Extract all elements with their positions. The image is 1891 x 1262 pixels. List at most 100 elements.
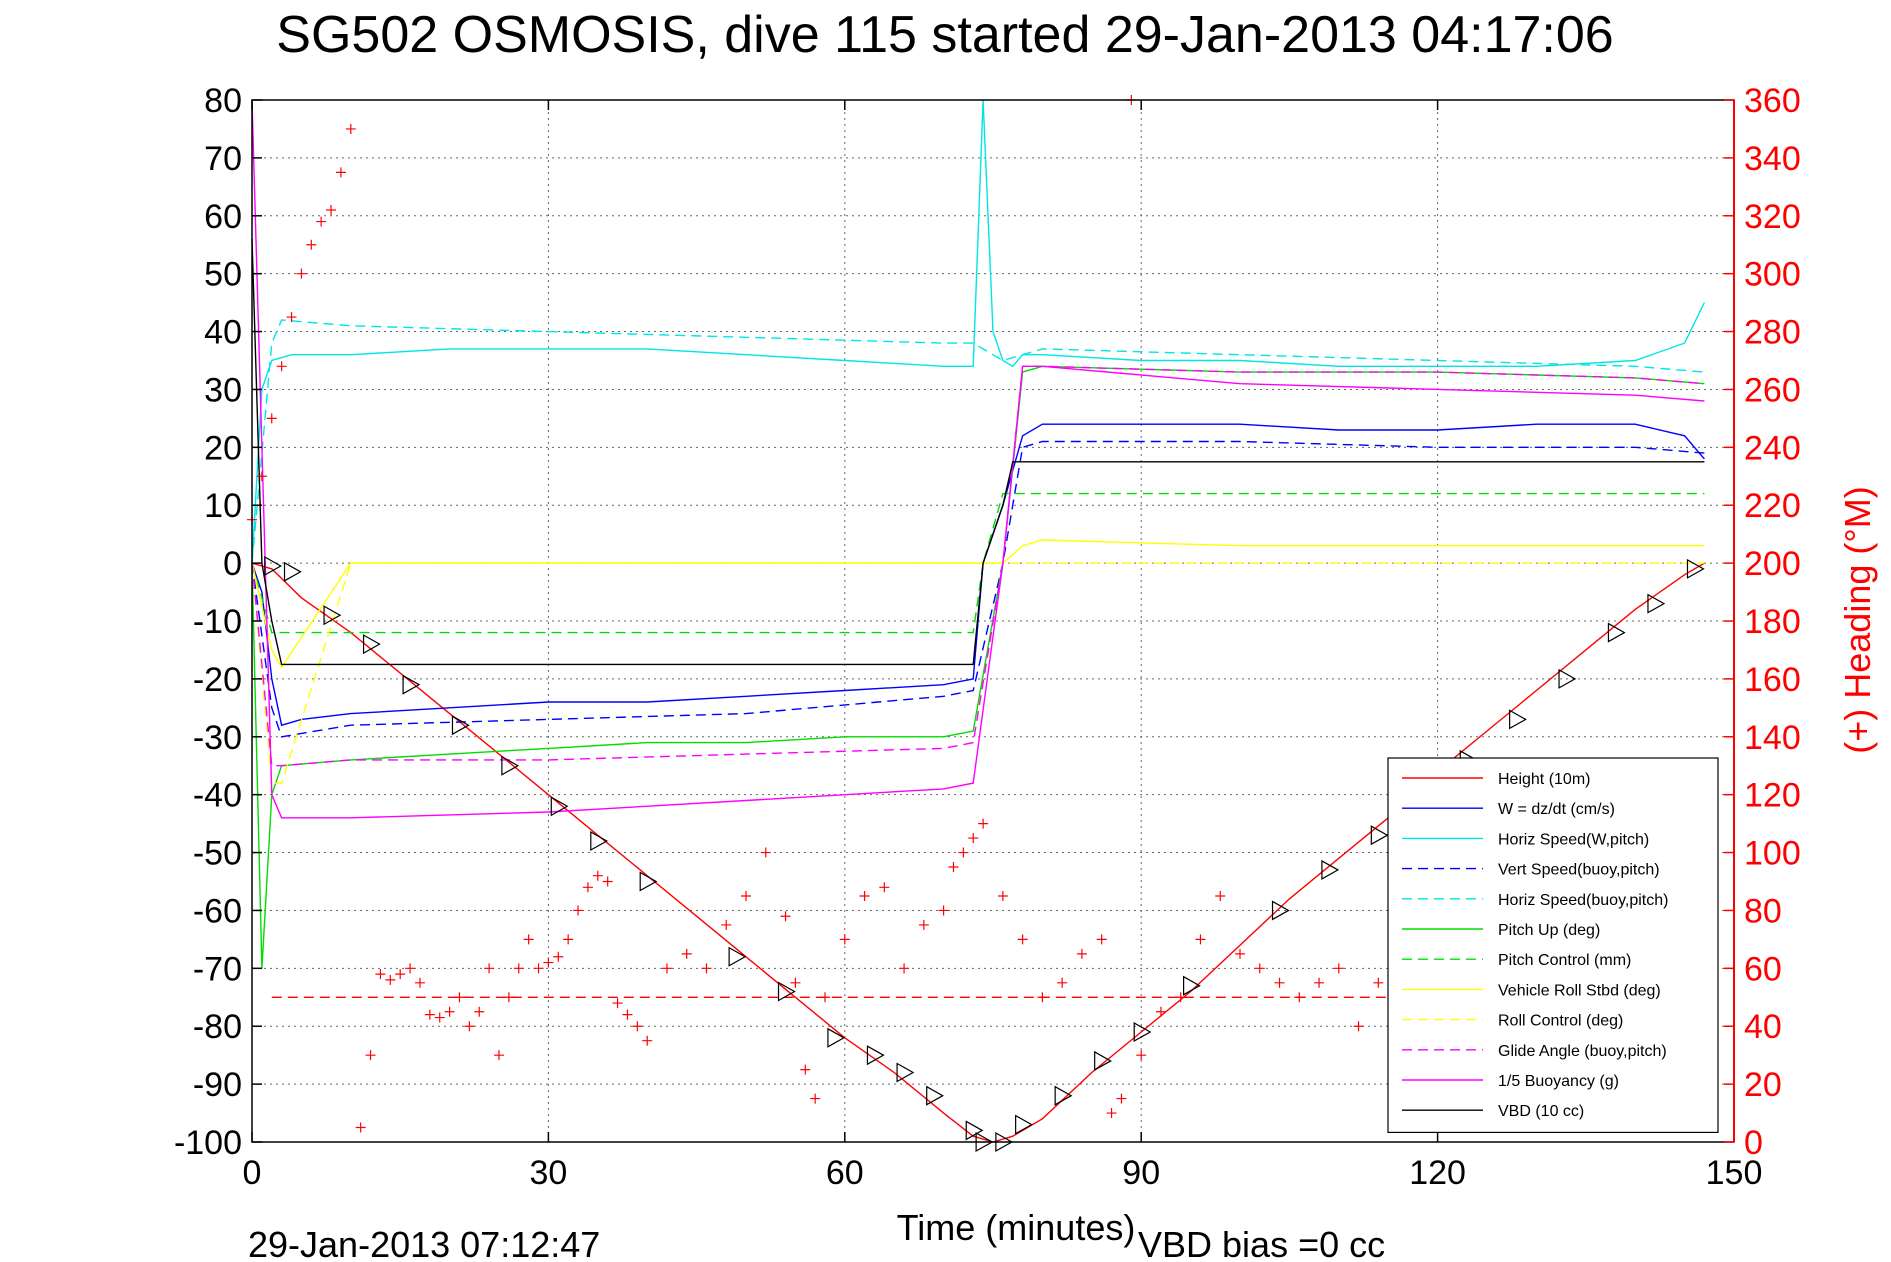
footer-vbd-bias: VBD bias =0 cc bbox=[1138, 1224, 1385, 1262]
heading-point bbox=[1353, 1021, 1364, 1032]
heading-point bbox=[1106, 1108, 1117, 1119]
heading-point bbox=[1215, 890, 1226, 901]
heading-point bbox=[1155, 1006, 1166, 1017]
heading-point bbox=[395, 969, 406, 980]
height-marker bbox=[1370, 825, 1389, 846]
heading-point bbox=[879, 882, 890, 893]
heading-point bbox=[533, 963, 544, 974]
x-axis-ticks: 0 30 60 90 120 150 bbox=[243, 100, 1762, 1192]
series-line-8 bbox=[251, 562, 1705, 784]
heading-point bbox=[1294, 992, 1305, 1003]
heading-point bbox=[839, 934, 850, 945]
y-tick-label: -30 bbox=[193, 719, 242, 757]
chart-title: SG502 OSMOSIS, dive 115 started 29-Jan-2… bbox=[276, 6, 1613, 64]
series-line-3 bbox=[251, 440, 1705, 738]
y2-tick-label: 240 bbox=[1744, 429, 1801, 467]
heading-point bbox=[553, 951, 564, 962]
heading-point bbox=[602, 876, 613, 887]
series-line-11 bbox=[251, 238, 1705, 666]
height-marker bbox=[1054, 1085, 1073, 1106]
x-tick-label: 30 bbox=[529, 1154, 567, 1192]
heading-point bbox=[1076, 948, 1087, 959]
y-tick-label: 10 bbox=[204, 487, 242, 525]
y2-tick-label: 80 bbox=[1744, 892, 1782, 930]
heading-point bbox=[1037, 992, 1048, 1003]
heading-point bbox=[405, 963, 416, 974]
y2-tick-label: 180 bbox=[1744, 603, 1801, 641]
height-marker bbox=[590, 830, 609, 852]
plot-markers bbox=[264, 555, 1705, 1153]
heading-point bbox=[365, 1050, 376, 1061]
y2-axis-ticks: 0 20 40 60 80 100 120 140 160 180 200 220 240 260 280 3… bbox=[1724, 82, 1801, 1162]
heading-point bbox=[523, 934, 534, 945]
heading-point bbox=[1314, 977, 1325, 988]
legend-label: Vehicle Roll Stbd (deg) bbox=[1498, 982, 1661, 999]
heading-point bbox=[326, 204, 337, 215]
heading-point bbox=[573, 905, 584, 916]
series-line-10 bbox=[251, 99, 1705, 819]
height-marker bbox=[1321, 859, 1340, 880]
height-marker bbox=[728, 946, 747, 967]
legend-label: Pitch Control (mm) bbox=[1498, 952, 1631, 969]
x-tick-label: 120 bbox=[1409, 1154, 1466, 1192]
height-marker bbox=[1509, 709, 1527, 730]
legend-label: Horiz Speed(W,pitch) bbox=[1498, 831, 1649, 848]
series-line-7 bbox=[251, 539, 1705, 669]
y2-tick-label: 20 bbox=[1744, 1066, 1782, 1104]
heading-point bbox=[997, 890, 1008, 901]
height-marker bbox=[965, 1120, 984, 1141]
heading-point bbox=[820, 992, 831, 1003]
y2-tick-label: 140 bbox=[1744, 719, 1801, 757]
height-marker bbox=[1094, 1050, 1112, 1071]
heading-point bbox=[513, 963, 524, 974]
legend-box bbox=[1387, 757, 1719, 1133]
heading-point bbox=[414, 977, 425, 988]
x-tick-label: 90 bbox=[1122, 1154, 1160, 1192]
heading-point bbox=[1254, 963, 1265, 974]
heading-point bbox=[978, 818, 989, 829]
y2-tick-label: 40 bbox=[1744, 1008, 1782, 1046]
legend-label: VBD (10 cc) bbox=[1498, 1103, 1584, 1120]
y-tick-label: 20 bbox=[204, 429, 242, 467]
heading-point bbox=[464, 1021, 475, 1032]
heading-point bbox=[434, 1012, 445, 1023]
heading-point bbox=[721, 919, 732, 930]
series-line-9 bbox=[251, 365, 1705, 767]
x-axis-label: Time (minutes) bbox=[897, 1207, 1136, 1248]
height-marker bbox=[926, 1085, 944, 1106]
plot-series bbox=[251, 99, 1706, 1143]
height-marker bbox=[866, 1045, 885, 1066]
y2-tick-label: 340 bbox=[1744, 140, 1801, 178]
heading-point bbox=[355, 1122, 366, 1133]
y-tick-label: 80 bbox=[204, 82, 242, 120]
y-tick-label: -100 bbox=[174, 1124, 242, 1162]
legend-label: W = dz/dt (cm/s) bbox=[1498, 801, 1615, 818]
height-marker bbox=[501, 755, 520, 776]
y-tick-label: -50 bbox=[193, 835, 242, 873]
heading-point bbox=[661, 963, 672, 974]
heading-point bbox=[948, 862, 959, 873]
heading-point bbox=[760, 847, 771, 858]
heading-point bbox=[266, 413, 277, 424]
heading-point bbox=[1057, 977, 1068, 988]
heading-point bbox=[968, 833, 979, 844]
y-tick-label: -80 bbox=[193, 1008, 242, 1046]
y-tick-label: 70 bbox=[204, 140, 242, 178]
heading-point bbox=[375, 969, 386, 980]
y2-tick-label: 200 bbox=[1744, 545, 1801, 583]
heading-point bbox=[1333, 963, 1344, 974]
height-marker bbox=[283, 561, 302, 582]
legend-label: Vert Speed(buoy,pitch) bbox=[1498, 862, 1660, 879]
height-marker bbox=[896, 1062, 915, 1083]
height-marker bbox=[1647, 593, 1666, 614]
heading-point bbox=[474, 1006, 485, 1017]
heading-point bbox=[1136, 1050, 1147, 1061]
height-marker bbox=[1015, 1114, 1033, 1135]
heading-point bbox=[1195, 934, 1206, 945]
heading-point bbox=[592, 870, 603, 881]
heading-point bbox=[1116, 1093, 1127, 1104]
heading-point bbox=[316, 216, 327, 227]
legend: Height (10m) W = dz/dt (cm/s) Horiz Speed(… bbox=[1387, 757, 1719, 1133]
heading-point bbox=[286, 312, 297, 323]
y-tick-label: -90 bbox=[193, 1066, 242, 1104]
